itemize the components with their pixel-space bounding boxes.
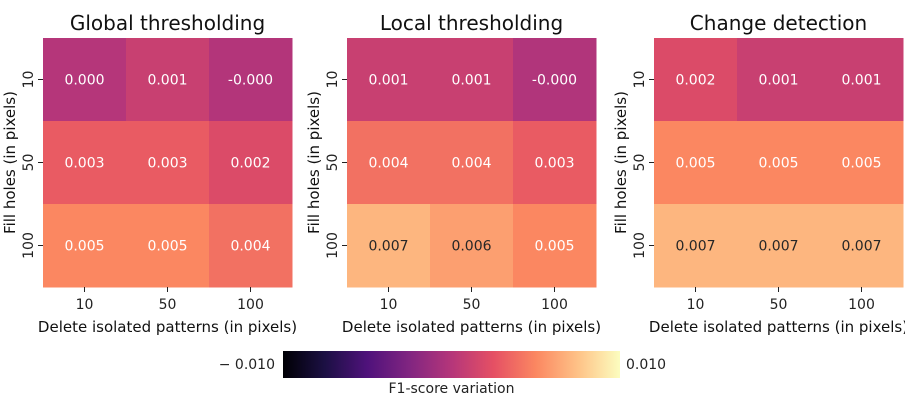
heatmap-cell <box>347 38 431 122</box>
cell-value-label: 0.004 <box>230 239 270 255</box>
heatmap-panel: Global thresholding 0.000 0.001 -0.000 0.003… <box>1 11 297 336</box>
colorbar-gradient <box>283 351 620 378</box>
y-axis-label: Fill holes (in pixels) <box>305 91 323 234</box>
cell-value-label: 0.005 <box>64 239 104 255</box>
cell-value-label: 0.002 <box>230 156 270 172</box>
cell-value-label: 0.006 <box>451 239 491 255</box>
x-tick-label: 50 <box>770 297 788 313</box>
heatmap-cell <box>43 204 127 288</box>
panel-title: Global thresholding <box>70 11 265 35</box>
heatmap-panel: Local thresholding 0.001 0.001 -0.000 0.004 0… <box>305 11 601 336</box>
cell-value-label: 0.005 <box>147 239 187 255</box>
panel-title: Local thresholding <box>380 11 563 35</box>
cell-value-label: 0.001 <box>451 73 491 89</box>
cell-value-label: 0.001 <box>368 73 408 89</box>
cell-value-label: 0.007 <box>758 239 798 255</box>
y-tick-label: 100 <box>325 232 341 259</box>
heatmap-cell <box>209 121 293 205</box>
x-tick-label: 10 <box>76 297 94 313</box>
heatmap-cell <box>347 204 431 288</box>
x-axis-label: Delete isolated patterns (in pixels) <box>649 318 905 336</box>
cell-value-label: -0.000 <box>532 73 577 89</box>
colorbar-max-label: 0.010 <box>626 357 666 373</box>
cell-value-label: -0.000 <box>228 73 273 89</box>
heatmap-cell <box>654 121 738 205</box>
heatmap-cell <box>430 38 514 122</box>
y-tick-label: 100 <box>632 232 648 259</box>
x-tick-label: 100 <box>541 297 568 313</box>
heatmap-cell <box>347 121 431 205</box>
cell-value-label: 0.005 <box>841 156 881 172</box>
heatmap-cell <box>513 38 597 122</box>
heatmap-cell <box>820 204 904 288</box>
heatmap-cell <box>430 204 514 288</box>
heatmap-cell <box>209 38 293 122</box>
heatmap-cell <box>820 121 904 205</box>
x-tick-label: 100 <box>848 297 875 313</box>
y-tick-label: 10 <box>21 71 37 89</box>
y-tick-label: 10 <box>632 71 648 89</box>
cell-value-label: 0.001 <box>147 73 187 89</box>
heatmap-cell <box>430 121 514 205</box>
colorbar-label: F1-score variation <box>389 381 515 395</box>
cell-value-label: 0.001 <box>841 73 881 89</box>
cell-value-label: 0.002 <box>675 73 715 89</box>
x-tick-label: 50 <box>463 297 481 313</box>
heatmap-cell <box>126 204 210 288</box>
cell-value-label: 0.001 <box>758 73 798 89</box>
cell-value-label: 0.004 <box>368 156 408 172</box>
cell-value-label: 0.007 <box>368 239 408 255</box>
x-axis-label: Delete isolated patterns (in pixels) <box>38 318 297 336</box>
cell-value-label: 0.005 <box>534 239 574 255</box>
heatmap-cell <box>654 38 738 122</box>
heatmap-cell <box>43 38 127 122</box>
y-tick-label: 50 <box>632 154 648 172</box>
colorbar: − 0.010 0.010 F1-score variation <box>219 351 666 395</box>
x-tick-label: 100 <box>237 297 264 313</box>
colorbar-min-label: − 0.010 <box>219 357 275 373</box>
x-tick-label: 10 <box>687 297 705 313</box>
heatmap-cell <box>126 121 210 205</box>
cell-value-label: 0.004 <box>451 156 491 172</box>
heatmap-panel: Change detection 0.002 0.001 0.001 0.005 0.00… <box>612 11 905 336</box>
heatmap-cell <box>513 204 597 288</box>
y-tick-label: 50 <box>21 154 37 172</box>
cell-value-label: 0.000 <box>64 73 104 89</box>
heatmap-cell <box>654 204 738 288</box>
cell-value-label: 0.007 <box>841 239 881 255</box>
y-axis-label: Fill holes (in pixels) <box>1 91 19 234</box>
x-axis-label: Delete isolated patterns (in pixels) <box>342 318 601 336</box>
y-tick-label: 50 <box>325 154 341 172</box>
x-tick-label: 50 <box>159 297 177 313</box>
heatmap-cell <box>820 38 904 122</box>
panel-title: Change detection <box>690 11 867 35</box>
x-tick-label: 10 <box>380 297 398 313</box>
heatmap-cell <box>126 38 210 122</box>
y-tick-label: 100 <box>21 232 37 259</box>
heatmap-cell <box>737 204 821 288</box>
heatmap-cell <box>737 121 821 205</box>
cell-value-label: 0.003 <box>534 156 574 172</box>
cell-value-label: 0.007 <box>675 239 715 255</box>
y-tick-label: 10 <box>325 71 341 89</box>
y-axis-label: Fill holes (in pixels) <box>612 91 630 234</box>
heatmap-cell <box>43 121 127 205</box>
heatmap-cell <box>513 121 597 205</box>
heatmap-cell <box>209 204 293 288</box>
cell-value-label: 0.003 <box>147 156 187 172</box>
cell-value-label: 0.005 <box>675 156 715 172</box>
heatmap-cell <box>737 38 821 122</box>
heatmap-panels: Global thresholding 0.000 0.001 -0.000 0.003… <box>1 11 905 336</box>
cell-value-label: 0.003 <box>64 156 104 172</box>
cell-value-label: 0.005 <box>758 156 798 172</box>
